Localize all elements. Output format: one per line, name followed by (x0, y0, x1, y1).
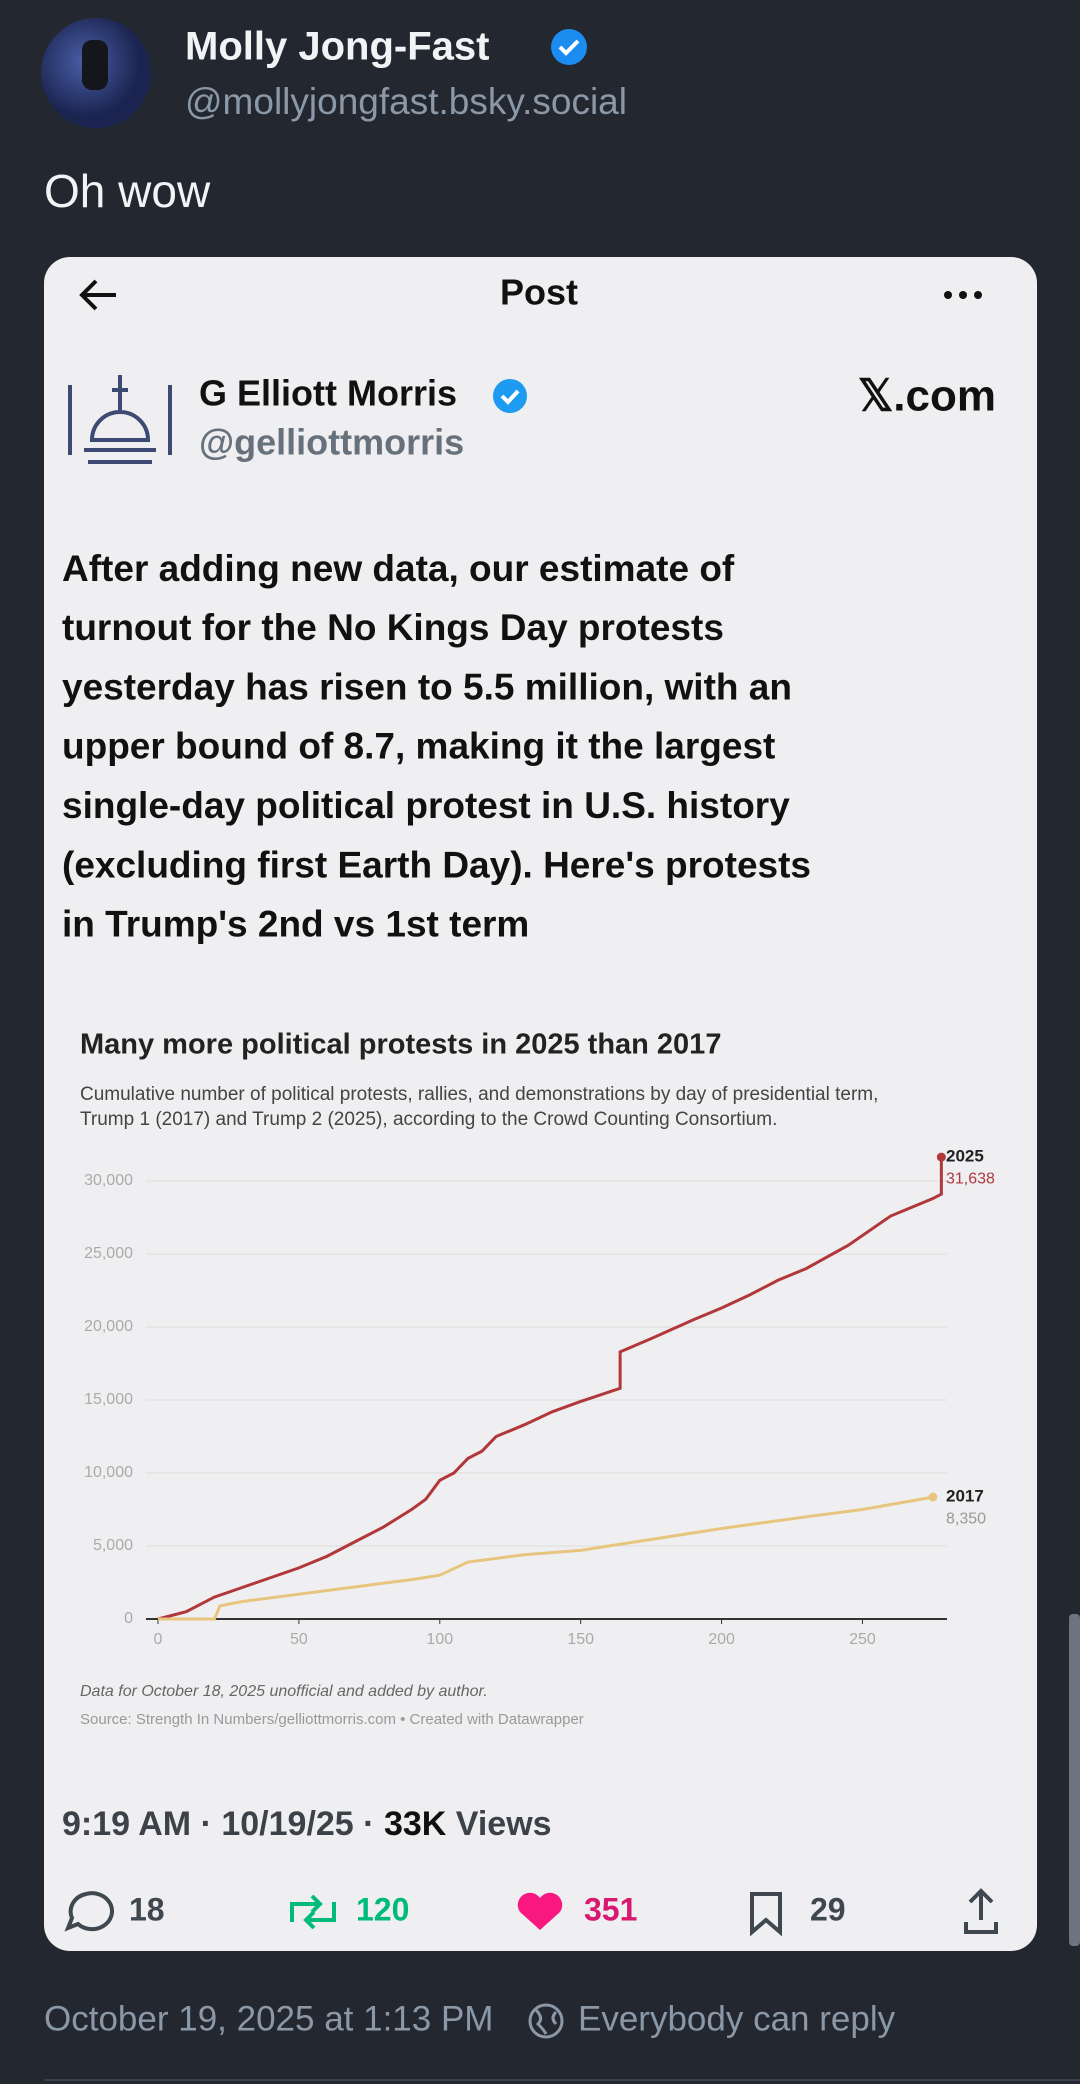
source-label: 𝕏.com (858, 372, 996, 421)
like-count: 351 (584, 1891, 637, 1927)
embed-header-title: Post (500, 272, 578, 313)
date: 10/19/25 (221, 1805, 353, 1843)
separator: · (201, 1805, 212, 1843)
post-timestamp: October 19, 2025 at 1:13 PM (44, 1999, 493, 2038)
embed-verified-badge (493, 379, 527, 413)
bookmark-count: 29 (810, 1891, 846, 1927)
x-tick-label: 100 (426, 1631, 453, 1648)
chart-title: Many more political protests in 2025 tha… (80, 1029, 721, 1061)
end-marker (928, 1492, 938, 1502)
tweet-line: turnout for the No Kings Day protests (62, 607, 724, 648)
tweet-line: (excluding first Earth Day). Here's prot… (62, 844, 811, 885)
chart-note: Source: Strength In Numbers/gelliottmorr… (80, 1711, 584, 1728)
embed-author-handle: @gelliottmorris (199, 422, 464, 463)
more-icon (944, 291, 982, 299)
chart-note: Data for October 18, 2025 unofficial and… (80, 1683, 488, 1700)
globe-icon (528, 2003, 564, 2039)
x-tick-label: 200 (708, 1631, 735, 1648)
y-tick-label: 5,000 (93, 1537, 133, 1554)
y-tick-label: 0 (124, 1610, 133, 1627)
series-value-label: 8,350 (946, 1510, 986, 1527)
y-tick-label: 20,000 (84, 1318, 133, 1335)
x-tick-label: 150 (567, 1631, 594, 1648)
x-tick-label: 250 (849, 1631, 876, 1648)
like-icon[interactable] (517, 1892, 563, 1930)
tweet-line: yesterday has risen to 5.5 million, with… (62, 666, 792, 707)
embed-avatar (68, 375, 172, 464)
reply-count: 18 (129, 1891, 165, 1927)
series-name: 2017 (946, 1487, 984, 1506)
y-tick-label: 30,000 (84, 1172, 133, 1189)
x-tick-label: 50 (290, 1631, 308, 1648)
repost-icon[interactable] (290, 1894, 336, 1930)
chart-subtitle: Cumulative number of political protests,… (80, 1084, 878, 1105)
chart: Many more political protests in 2025 tha… (80, 1029, 995, 1728)
author-handle[interactable]: @mollyjongfast.bsky.social (185, 81, 627, 122)
timestamp: 9:19 AM · 10/19/25 · 33K Views (62, 1805, 552, 1843)
y-tick-label: 15,000 (84, 1391, 133, 1408)
embedded-image[interactable] (44, 257, 1037, 1951)
y-tick-label: 10,000 (84, 1464, 133, 1481)
series-line (158, 1495, 934, 1621)
tweet-text: After adding new data, our estimate of tu… (62, 548, 811, 945)
y-tick-label: 25,000 (84, 1245, 133, 1262)
chart-subtitle: Trump 1 (2017) and Trump 2 (2025), accor… (80, 1109, 777, 1130)
tweet-line: upper bound of 8.7, making it the larges… (62, 726, 775, 767)
bookmark-icon[interactable] (750, 1892, 782, 1937)
back-arrow (79, 279, 116, 311)
x-tick-label: 0 (154, 1631, 163, 1648)
repost-count: 120 (356, 1891, 409, 1927)
avatar-figure (82, 40, 108, 90)
end-marker (936, 1152, 946, 1162)
series-value-label: 31,638 (946, 1170, 995, 1187)
scrollbar (1069, 1614, 1080, 1946)
views-label: Views (456, 1805, 552, 1843)
share-icon[interactable] (964, 1888, 998, 1934)
embed-author-name: G Elliott Morris (199, 373, 457, 414)
views-count: 33K (384, 1805, 447, 1843)
post-text: Oh wow (44, 165, 211, 217)
author-name[interactable]: Molly Jong-Fast (185, 25, 489, 69)
series-line (157, 1157, 943, 1621)
tweet-line: After adding new data, our estimate of (62, 548, 735, 589)
tweet-line: in Trump's 2nd vs 1st term (62, 904, 529, 945)
series-name: 2025 (946, 1147, 984, 1166)
time: 9:19 AM (62, 1805, 191, 1843)
separator: · (363, 1805, 374, 1843)
tweet-line: single-day political protest in U.S. his… (62, 785, 790, 826)
reply-setting[interactable]: Everybody can reply (578, 1999, 896, 2038)
reply-icon[interactable] (64, 1891, 115, 1932)
verified-badge (551, 29, 587, 65)
